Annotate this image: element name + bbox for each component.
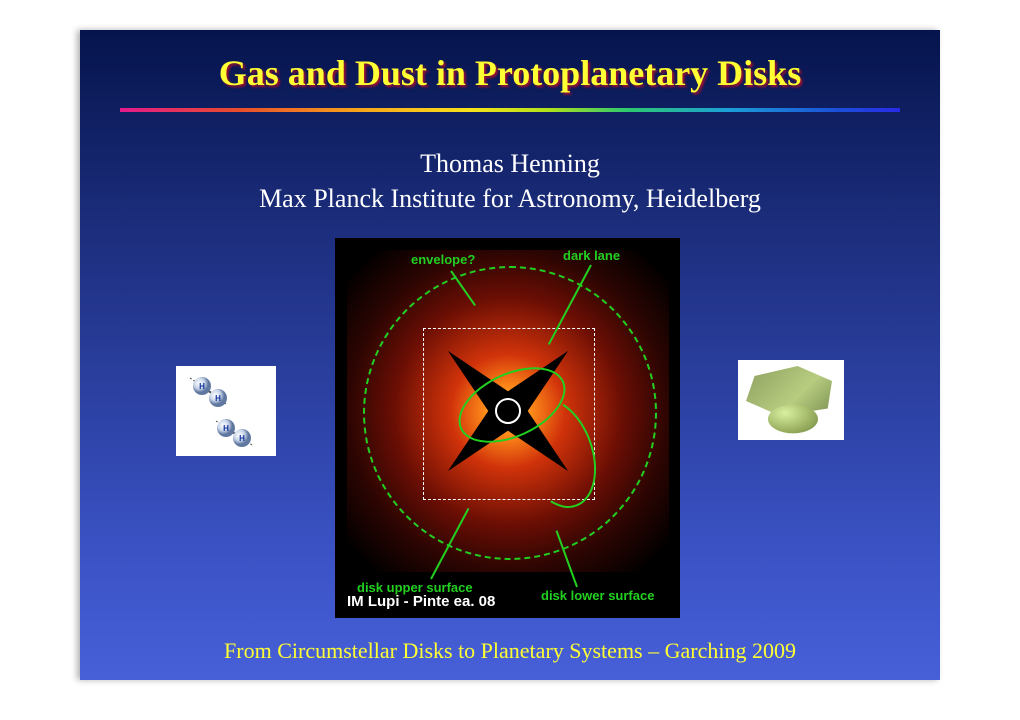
annot-dark-lane: dark lane	[563, 248, 620, 263]
molecule-h2-icon: H H H H	[176, 366, 276, 456]
svg-text:H: H	[215, 394, 221, 403]
svg-text:H: H	[199, 382, 205, 391]
figure-caption: IM Lupi - Pinte ea. 08	[347, 593, 495, 610]
author-name: Thomas Henning	[80, 146, 940, 181]
footer-text: From Circumstellar Disks to Planetary Sy…	[80, 638, 940, 664]
author-block: Thomas Henning Max Planck Institute for …	[80, 146, 940, 216]
slide: Gas and Dust in Protoplanetary Disks Tho…	[80, 30, 940, 680]
svg-text:H: H	[223, 424, 229, 433]
slide-title: Gas and Dust in Protoplanetary Disks	[80, 30, 940, 108]
molecule-figure: H H H H	[176, 366, 276, 456]
affiliation: Max Planck Institute for Astronomy, Heid…	[80, 181, 940, 216]
svg-text:H: H	[239, 434, 245, 443]
rainbow-divider	[120, 108, 900, 112]
figure-row: H H H H	[80, 238, 940, 618]
crystal-figure	[738, 360, 844, 440]
annot-disk-lower: disk lower surface	[541, 588, 654, 603]
annot-envelope: envelope?	[411, 252, 475, 267]
disk-image-figure: envelope? dark lane disk upper surface d…	[335, 238, 680, 618]
